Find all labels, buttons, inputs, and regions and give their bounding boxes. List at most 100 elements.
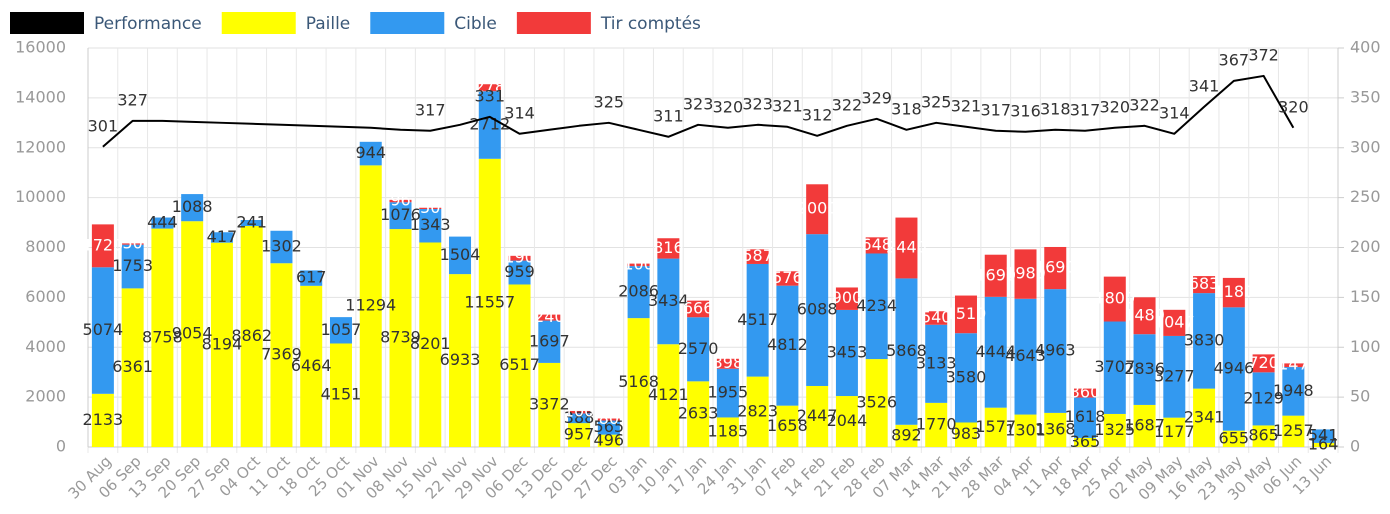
bar-segment <box>181 194 204 222</box>
bar-segment <box>984 254 1007 297</box>
y-tick-label: 12000 <box>15 137 66 156</box>
data-label: 2447 <box>797 406 838 425</box>
data-label: 1504 <box>440 245 481 264</box>
data-label: 1948 <box>1273 381 1314 400</box>
bar-segment <box>925 324 948 403</box>
data-label: 1955 <box>708 383 749 402</box>
data-label: 1618 <box>1065 407 1106 426</box>
data-label: 6933 <box>440 350 481 369</box>
bar-segment <box>329 343 352 447</box>
bar-segment <box>478 84 501 92</box>
data-label: 1980 <box>1005 264 1046 283</box>
line-label: 316 <box>1010 101 1041 120</box>
line-label: 317 <box>1070 100 1101 119</box>
bar-segment <box>419 208 442 243</box>
data-label: 1687 <box>1124 415 1165 434</box>
legend-swatch <box>370 12 445 34</box>
y2-tick-label: 50 <box>1350 387 1370 406</box>
data-label: 2570 <box>678 339 719 358</box>
bar-segment <box>597 434 620 447</box>
legend-label: Paille <box>306 14 351 34</box>
data-label: 959 <box>504 262 535 281</box>
data-label: 164 <box>1308 434 1339 453</box>
data-label: 3133 <box>916 353 957 372</box>
bar-segment <box>478 158 501 448</box>
data-label: 1180 <box>1213 282 1254 301</box>
bar-segment <box>1222 277 1245 308</box>
bar-segment <box>478 91 501 159</box>
data-label: 1088 <box>172 197 213 216</box>
data-label: 9054 <box>172 324 213 343</box>
bar-segment <box>240 219 263 227</box>
bar-segment <box>806 234 829 386</box>
data-label: 2000 <box>797 199 838 218</box>
y-tick-label: 0 <box>56 437 66 456</box>
data-label: 4121 <box>648 385 689 404</box>
bar-segment <box>746 376 769 447</box>
bar-segment <box>1074 388 1097 398</box>
data-label: 4517 <box>737 310 778 329</box>
data-label: 6517 <box>499 355 540 374</box>
bar-segment <box>538 314 561 321</box>
data-label: 1510 <box>946 304 987 323</box>
data-label: 241 <box>236 212 267 231</box>
bar-segment <box>1252 425 1275 447</box>
data-label: 816 <box>653 238 684 257</box>
data-label: 2341 <box>1184 407 1225 426</box>
data-label: 3434 <box>648 291 689 310</box>
data-label: 683 <box>1189 274 1220 293</box>
bar-segment <box>449 274 472 447</box>
bar-segment <box>716 358 739 369</box>
data-label: 865 <box>1248 426 1279 445</box>
data-label: 2086 <box>618 282 659 301</box>
data-label: 4151 <box>321 385 362 404</box>
bar-segment <box>1163 309 1186 336</box>
bar-segment <box>210 242 233 447</box>
data-label: 3453 <box>827 342 868 361</box>
line-label: 314 <box>504 103 535 122</box>
bar-segment <box>568 413 591 424</box>
data-label: 3277 <box>1154 366 1195 385</box>
bar-segment <box>359 141 382 166</box>
bar-segment <box>91 224 114 268</box>
data-label: 1770 <box>916 414 957 433</box>
data-label: 3526 <box>856 393 897 412</box>
data-label: 1577 <box>975 417 1016 436</box>
bar-segment <box>716 368 739 418</box>
bar-segment <box>568 410 591 414</box>
data-label: 147 <box>1278 355 1309 374</box>
bar-segment <box>687 381 710 447</box>
bar-segment <box>1014 249 1037 299</box>
data-label: 3372 <box>529 394 570 413</box>
line-label: 312 <box>802 105 833 124</box>
bar-segment <box>508 284 531 447</box>
bar-segment <box>151 217 174 229</box>
bar-segment <box>597 418 620 421</box>
line-label: 323 <box>742 94 773 113</box>
data-label: 6464 <box>291 356 332 375</box>
bar-segment <box>1014 298 1037 415</box>
data-label: 944 <box>355 143 386 162</box>
bar-segment <box>984 296 1007 408</box>
line-label: 372 <box>1248 45 1279 64</box>
data-label: 5074 <box>83 320 124 339</box>
bar-segment <box>1103 276 1126 322</box>
line-label: 317 <box>980 100 1011 119</box>
bar-segment <box>270 263 293 447</box>
line-label: 320 <box>1278 97 1309 116</box>
data-label: 2133 <box>83 410 124 429</box>
data-label: 444 <box>147 213 178 232</box>
line-label: 325 <box>594 92 625 111</box>
y-tick-label: 6000 <box>25 287 66 306</box>
bar-segment <box>240 226 263 447</box>
line-label: 327 <box>117 90 148 109</box>
bar-segment <box>121 243 144 245</box>
line-label: 314 <box>1159 103 1190 122</box>
y2-tick-label: 300 <box>1350 137 1381 156</box>
line-label: 321 <box>772 96 803 115</box>
bar-segment <box>1133 297 1156 335</box>
data-label: 1720 <box>83 235 124 254</box>
bar-segment <box>835 396 858 447</box>
data-label: 1690 <box>975 265 1016 284</box>
data-label: 983 <box>951 424 982 443</box>
